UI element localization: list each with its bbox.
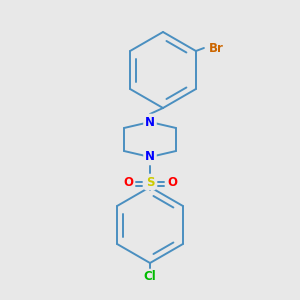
Text: Br: Br xyxy=(208,41,223,55)
Text: Cl: Cl xyxy=(144,271,156,284)
Text: O: O xyxy=(167,176,177,188)
Text: S: S xyxy=(146,176,154,188)
Text: N: N xyxy=(145,151,155,164)
Text: O: O xyxy=(123,176,133,188)
Text: N: N xyxy=(145,116,155,128)
